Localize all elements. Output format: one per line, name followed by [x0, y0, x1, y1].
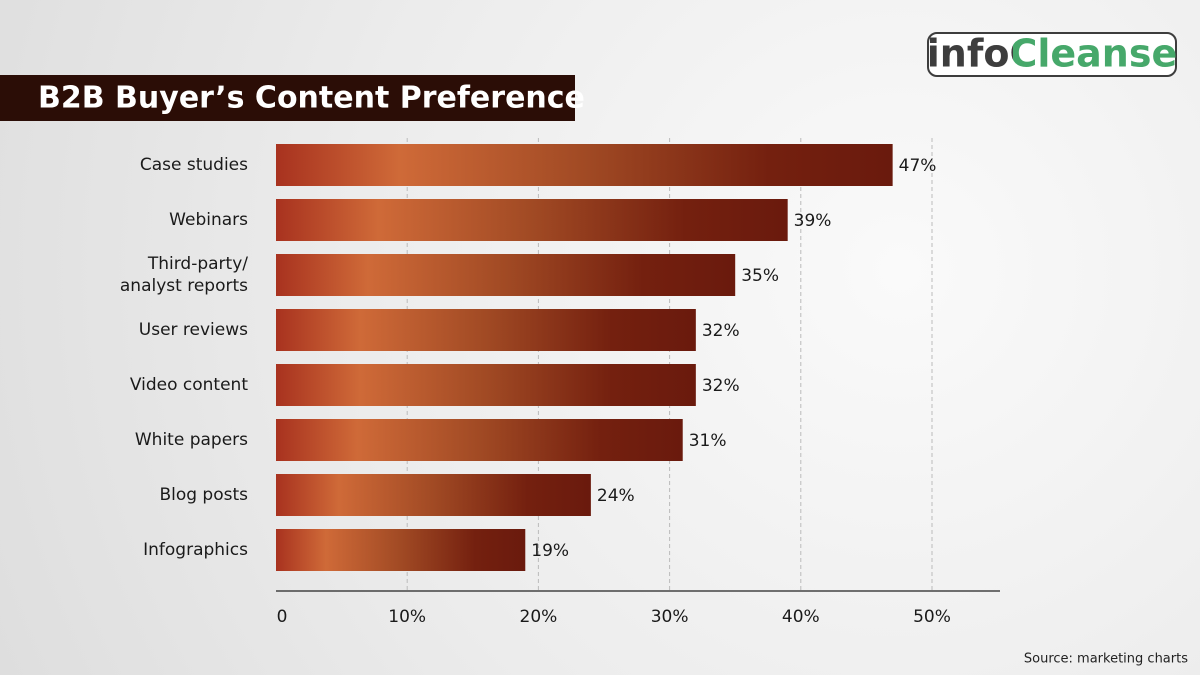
value-label: 32%	[702, 321, 740, 341]
bar	[276, 144, 893, 186]
bar	[276, 419, 683, 461]
category-label: Webinars	[169, 210, 248, 230]
x-tick-label: 0	[277, 607, 288, 627]
category-label: User reviews	[138, 320, 248, 340]
category-label: Blog posts	[159, 485, 248, 505]
x-tick-label: 20%	[520, 607, 558, 627]
category-label: Infographics	[143, 540, 248, 560]
x-tick-label: 10%	[388, 607, 426, 627]
value-label: 47%	[899, 156, 937, 176]
bar	[276, 529, 526, 571]
logo: infoCleanse	[927, 32, 1178, 76]
value-label: 35%	[741, 266, 779, 286]
bar	[276, 254, 736, 296]
value-label: 32%	[702, 376, 740, 396]
value-label: 19%	[531, 541, 569, 561]
value-label: 39%	[794, 211, 832, 231]
bar	[276, 474, 591, 516]
value-label: 31%	[689, 431, 727, 451]
category-label: Third-party/ analyst reports	[119, 254, 248, 296]
value-label: 24%	[597, 486, 635, 506]
bar	[276, 199, 788, 241]
x-tick-label: 50%	[913, 607, 951, 627]
source: Source: marketing charts	[1024, 652, 1188, 667]
x-tick-label: 30%	[651, 607, 689, 627]
category-label: White papers	[134, 430, 248, 450]
logo-box	[927, 32, 1177, 77]
category-label: Video content	[129, 375, 248, 395]
bar	[276, 309, 696, 351]
category-label: Case studies	[139, 155, 248, 175]
bar	[276, 364, 696, 406]
x-tick-label: 40%	[782, 607, 820, 627]
chart-title: B2B Buyer’s Content Preference	[38, 81, 585, 116]
title-band	[0, 75, 575, 121]
